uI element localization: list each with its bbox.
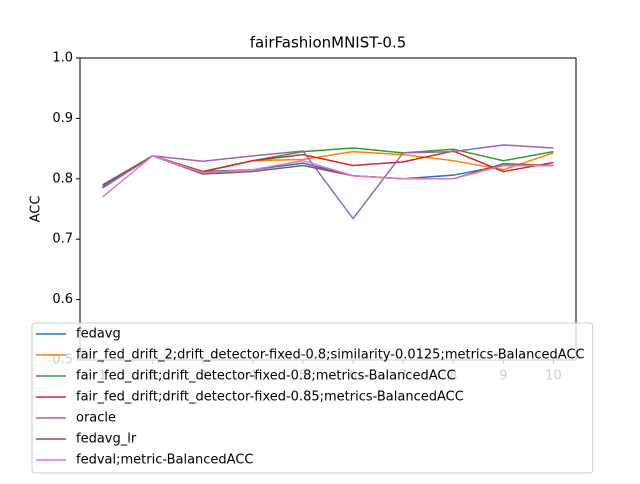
legend-label: fair_fed_drift;drift_detector-fixed-0.8;…: [76, 369, 456, 384]
series-line: [102, 155, 554, 198]
y-axis-label: ACC: [29, 196, 44, 223]
legend-box: [31, 322, 594, 474]
legend-label: fedavg: [76, 327, 121, 342]
legend-label: fedavg_lr: [76, 432, 137, 447]
legend-label: fair_fed_drift_2;drift_detector-fixed-0.…: [76, 348, 585, 363]
y-tick-label: 0.9: [52, 111, 73, 126]
legend-label: oracle: [76, 411, 116, 426]
y-tick-label: 0.7: [52, 232, 73, 247]
series-line: [102, 144, 554, 220]
y-tick-label: 0.6: [52, 292, 73, 307]
y-tick-label: 0.8: [52, 171, 73, 186]
chart-title: fairFashionMNIST-0.5: [250, 34, 407, 52]
legend-label: fair_fed_drift;drift_detector-fixed-0.85…: [76, 390, 464, 405]
legend-label: fedval;metric-BalancedACC: [76, 453, 254, 468]
y-tick-label: 1.0: [52, 51, 73, 66]
